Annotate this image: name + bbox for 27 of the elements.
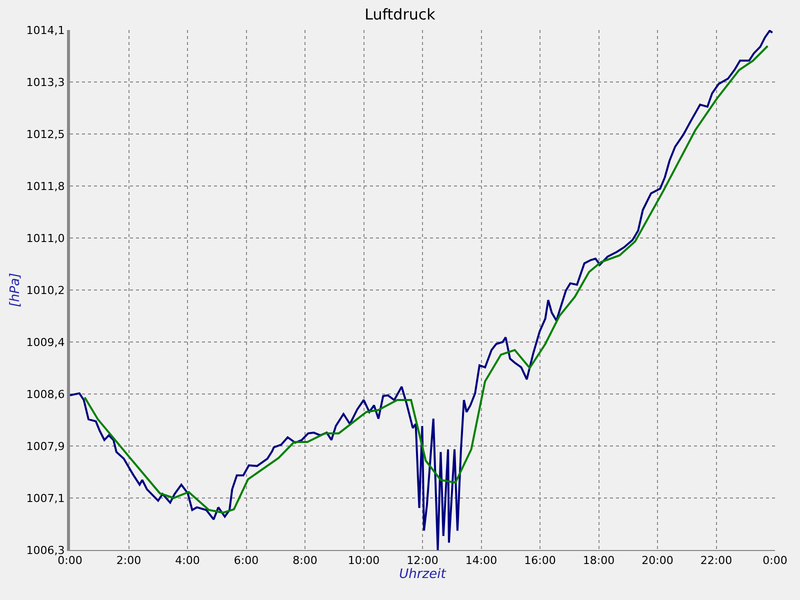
y-tick-label: 1012,5 [26,128,65,141]
x-tick-label: 18:00 [582,554,615,568]
x-tick-label: 16:00 [524,554,556,568]
y-tick-label: 1011,0 [26,232,65,245]
y-tick-label: 1011,8 [26,180,65,193]
x-tick-label: 2:00 [116,554,142,568]
chart-title: Luftdruck [364,6,436,24]
x-tick-label: 8:00 [292,554,318,568]
x-tick-label: 6:00 [234,554,259,568]
x-tick-label: 14:00 [465,554,498,568]
x-tick-label: 0:00 [762,554,788,568]
x-tick-label: 20:00 [642,554,674,568]
y-axis-title: [hPa] [8,272,24,308]
x-tick-label: 10:00 [348,554,380,568]
y-tick-label: 1006,3 [26,544,65,557]
y-tick-label: 1013,3 [26,76,65,89]
y-tick-label: 1010,2 [26,284,65,297]
x-tick-label: 4:00 [175,554,200,568]
y-tick-label: 1007,9 [26,440,65,453]
y-tick-label: 1008,6 [26,388,65,401]
y-tick-label: 1007,1 [26,492,65,505]
x-tick-label: 0:00 [58,554,82,568]
x-tick-label: 12:00 [406,554,438,568]
y-tick-label: 1009,4 [26,336,65,349]
x-axis-title: Uhrzeit [399,567,447,582]
x-tick-label: 22:00 [700,554,732,568]
y-tick-label: 1014,1 [26,24,65,37]
